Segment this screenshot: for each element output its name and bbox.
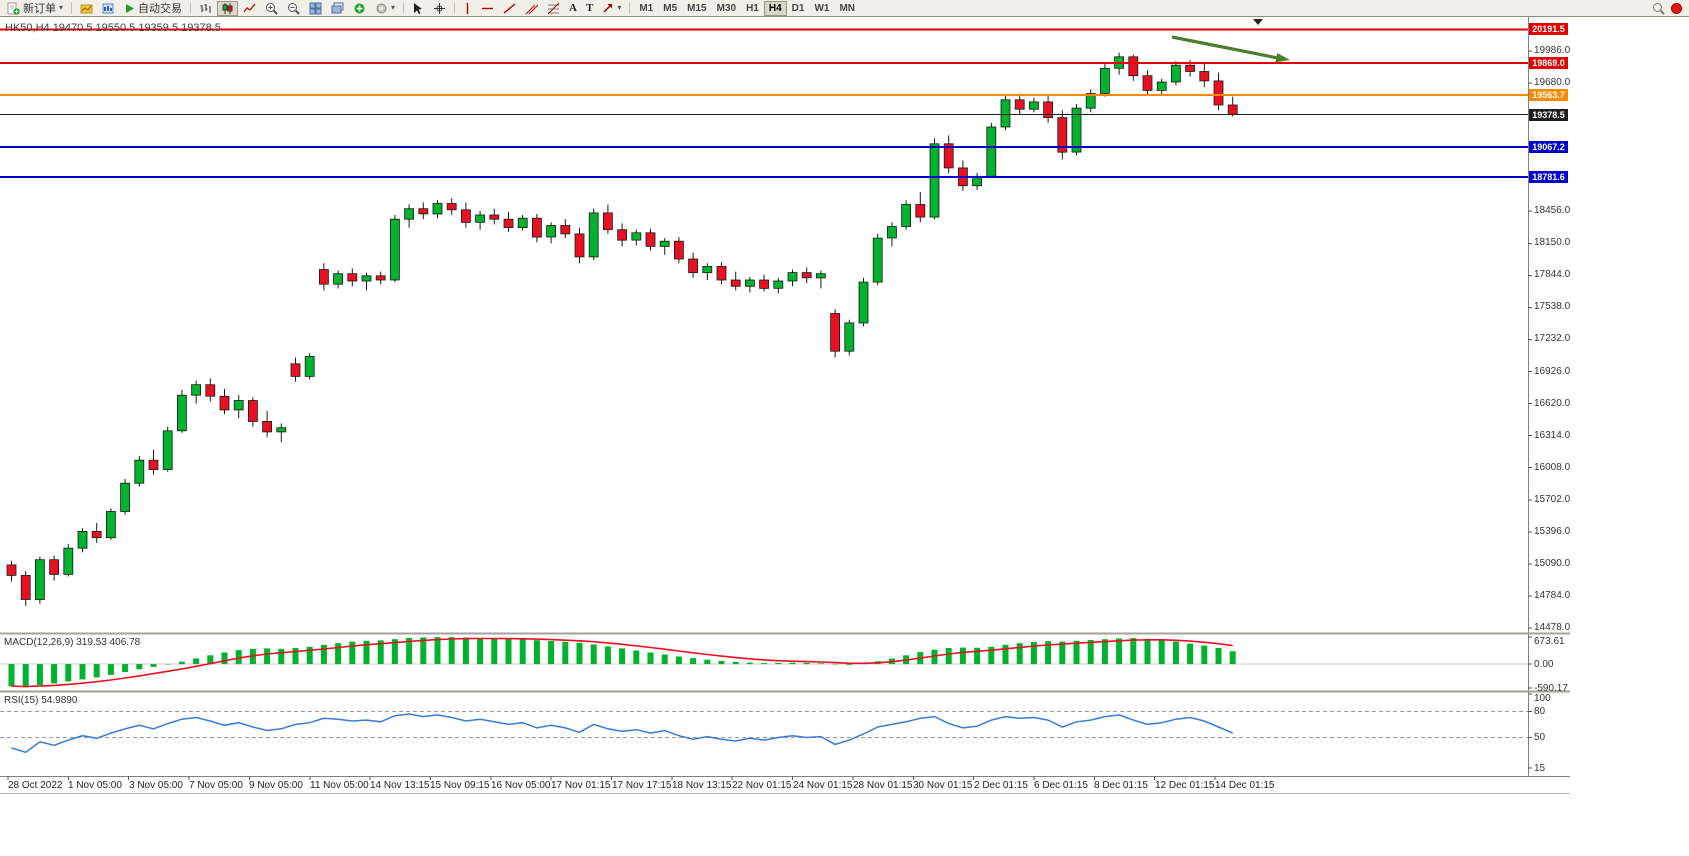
new-order-button[interactable]: 新订单 ▾: [3, 1, 67, 16]
candlestick-chart-button[interactable]: [217, 0, 239, 16]
rsi-indicator-label: RSI(15) 54.9890: [4, 695, 78, 706]
cursor-button[interactable]: [408, 1, 428, 16]
autotrade-play-icon: [126, 3, 135, 13]
caret-down-icon: ▾: [391, 3, 396, 12]
fibonacci-button[interactable]: [543, 1, 564, 16]
toolbar-separator: [190, 2, 192, 14]
timeframe-H1-button[interactable]: H1: [746, 3, 759, 14]
toolbar-separator: [629, 2, 631, 14]
tile-windows-button[interactable]: [305, 1, 326, 16]
vertical-line-icon: [466, 2, 469, 14]
search-icon[interactable]: [1652, 2, 1665, 15]
label-tool-button[interactable]: T: [582, 1, 597, 16]
autotrade-label: 自动交易: [138, 3, 183, 15]
profiles-button[interactable]: [76, 1, 97, 16]
arrows-tool-button[interactable]: ▾: [598, 1, 625, 16]
channel-button[interactable]: [521, 1, 542, 16]
toolbar: 新订单 ▾ 自动交易 ▾: [0, 0, 1689, 17]
bar-chart-icon: [200, 3, 211, 13]
cascade-windows-button[interactable]: [327, 1, 348, 16]
macd-indicator-label: MACD(12,26,9) 319.53 406.78: [4, 637, 141, 648]
toolbar-separator: [454, 2, 456, 14]
zoom-in-icon: [266, 2, 278, 15]
charts-window-icon: [102, 3, 114, 13]
candlestick-chart-icon: [222, 2, 233, 14]
cascade-windows-icon: [331, 2, 344, 13]
text-tool-icon: A: [569, 2, 577, 14]
trendline-button[interactable]: [499, 1, 520, 16]
new-order-icon: [7, 2, 20, 15]
zoom-in-button[interactable]: [261, 1, 282, 16]
charts-window-button[interactable]: [98, 1, 119, 16]
cursor-arrow-icon: [414, 2, 423, 14]
toolbar-right-group: [1652, 2, 1686, 15]
chart-ohlc-title: HK50,H4 19470.5 19550.5 19359.5 19378.5: [5, 22, 221, 34]
timeframe-H4-button[interactable]: H4: [763, 1, 787, 16]
arrow-tool-icon: [603, 4, 613, 13]
caret-down-icon: ▾: [59, 3, 64, 12]
timeframe-M5-button[interactable]: M5: [663, 3, 678, 14]
text-tool-button[interactable]: A: [565, 1, 581, 16]
zoom-out-icon: [288, 2, 300, 15]
notification-icon[interactable]: [1671, 2, 1682, 14]
timeframe-D1-button[interactable]: D1: [791, 3, 805, 14]
horizontal-line-icon: [482, 7, 494, 9]
crosshair-icon: [434, 2, 446, 14]
bar-chart-button[interactable]: [195, 1, 216, 16]
annotation-arrow: [1275, 53, 1290, 63]
timeframe-MN-button[interactable]: MN: [839, 3, 856, 14]
templates-icon: [376, 3, 387, 13]
indicators-plus-icon: [354, 3, 365, 13]
new-order-label: 新订单: [23, 3, 56, 15]
timeframe-M15-button[interactable]: M15: [687, 3, 707, 14]
zoom-out-button[interactable]: [283, 1, 304, 16]
crosshair-button[interactable]: [429, 1, 450, 16]
toolbar-separator: [403, 2, 405, 14]
chart-shift-marker: [1253, 19, 1263, 25]
timeframe-M1-button[interactable]: M1: [639, 3, 654, 14]
autotrade-button[interactable]: 自动交易: [120, 1, 186, 16]
horizontal-line-button[interactable]: [477, 1, 498, 16]
line-chart-icon: [243, 3, 256, 12]
caret-down-icon: ▾: [617, 3, 622, 12]
profiles-icon: [80, 4, 93, 13]
timeframe-W1-button[interactable]: W1: [814, 3, 830, 14]
label-tool-icon: T: [585, 2, 594, 14]
line-chart-button[interactable]: [239, 1, 260, 16]
tile-windows-icon: [309, 2, 322, 14]
fibonacci-icon: [547, 2, 560, 14]
trendline-icon: [503, 2, 516, 14]
timeframe-toolbar: M1 M5 M15 M30 H1 H4 D1 W1 MN: [634, 1, 860, 16]
timeframe-M30-button[interactable]: M30: [716, 3, 737, 14]
vertical-line-button[interactable]: [459, 1, 476, 16]
equidistant-channel-icon: [525, 4, 539, 14]
toolbar-separator: [71, 2, 73, 14]
templates-button[interactable]: ▾: [371, 1, 399, 16]
indicators-button[interactable]: [349, 1, 370, 16]
